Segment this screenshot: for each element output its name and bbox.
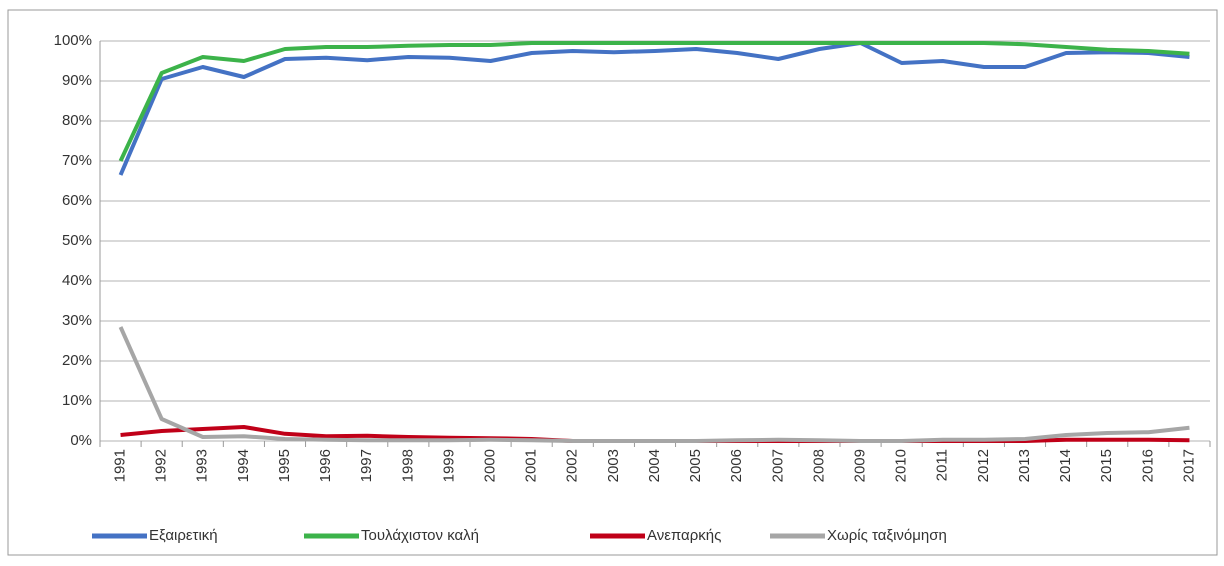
legend-label: Τουλάχιστον καλή — [361, 527, 479, 544]
y-tick-label: 20% — [62, 352, 92, 369]
chart-border — [7, 9, 1218, 556]
x-tick-label: 2008 — [810, 449, 827, 482]
y-tick-label: 30% — [62, 312, 92, 329]
x-tick-label: 2011 — [934, 449, 951, 481]
series-line — [118, 326, 1190, 443]
x-tick-label: 2012 — [975, 449, 992, 482]
legend-label: Χωρίς ταξινόμηση — [827, 527, 947, 544]
x-tick-label: 2000 — [482, 449, 499, 482]
y-tick-label: 100% — [54, 32, 92, 49]
y-tick-label: 80% — [62, 112, 92, 129]
x-tick-label: 1996 — [317, 449, 334, 482]
x-tick-label: 2002 — [564, 449, 581, 482]
x-tick-label: 1997 — [358, 449, 375, 482]
x-tick-label: 2004 — [646, 449, 663, 482]
x-tick-label: 2001 — [523, 449, 540, 482]
x-tick-label: 2016 — [1139, 449, 1156, 482]
x-tick-label: 1994 — [235, 449, 252, 482]
x-tick-label: 2009 — [852, 449, 869, 482]
x-tick-label: 2010 — [893, 449, 910, 482]
x-tick-label: 1992 — [153, 449, 170, 482]
x-tick-label: 1998 — [399, 449, 416, 482]
x-tick-label: 1999 — [440, 449, 457, 482]
x-tick-label: 1993 — [194, 449, 211, 482]
y-tick-label: 10% — [62, 392, 92, 409]
y-tick-label: 60% — [62, 192, 92, 209]
x-tick-label: 1995 — [276, 449, 293, 482]
y-tick-label: 40% — [62, 272, 92, 289]
legend-label: Εξαιρετική — [149, 527, 218, 544]
y-tick-label: 0% — [70, 432, 92, 449]
y-tick-label: 50% — [62, 232, 92, 249]
x-tick-label: 2007 — [769, 449, 786, 482]
y-tick-label: 90% — [62, 72, 92, 89]
x-tick-label: 2014 — [1057, 449, 1074, 482]
legend-label: Ανεπαρκής — [647, 527, 721, 544]
x-tick-label: 2017 — [1180, 449, 1197, 482]
series-line — [118, 41, 1190, 176]
x-tick-label: 2015 — [1098, 449, 1115, 482]
x-tick-label: 2013 — [1016, 449, 1033, 482]
y-tick-label: 70% — [62, 152, 92, 169]
x-tick-label: 2003 — [605, 449, 622, 482]
x-tick-label: 2005 — [687, 449, 704, 482]
x-tick-label: 1991 — [112, 449, 129, 482]
series-line — [118, 41, 1190, 162]
x-tick-label: 2006 — [728, 449, 745, 482]
